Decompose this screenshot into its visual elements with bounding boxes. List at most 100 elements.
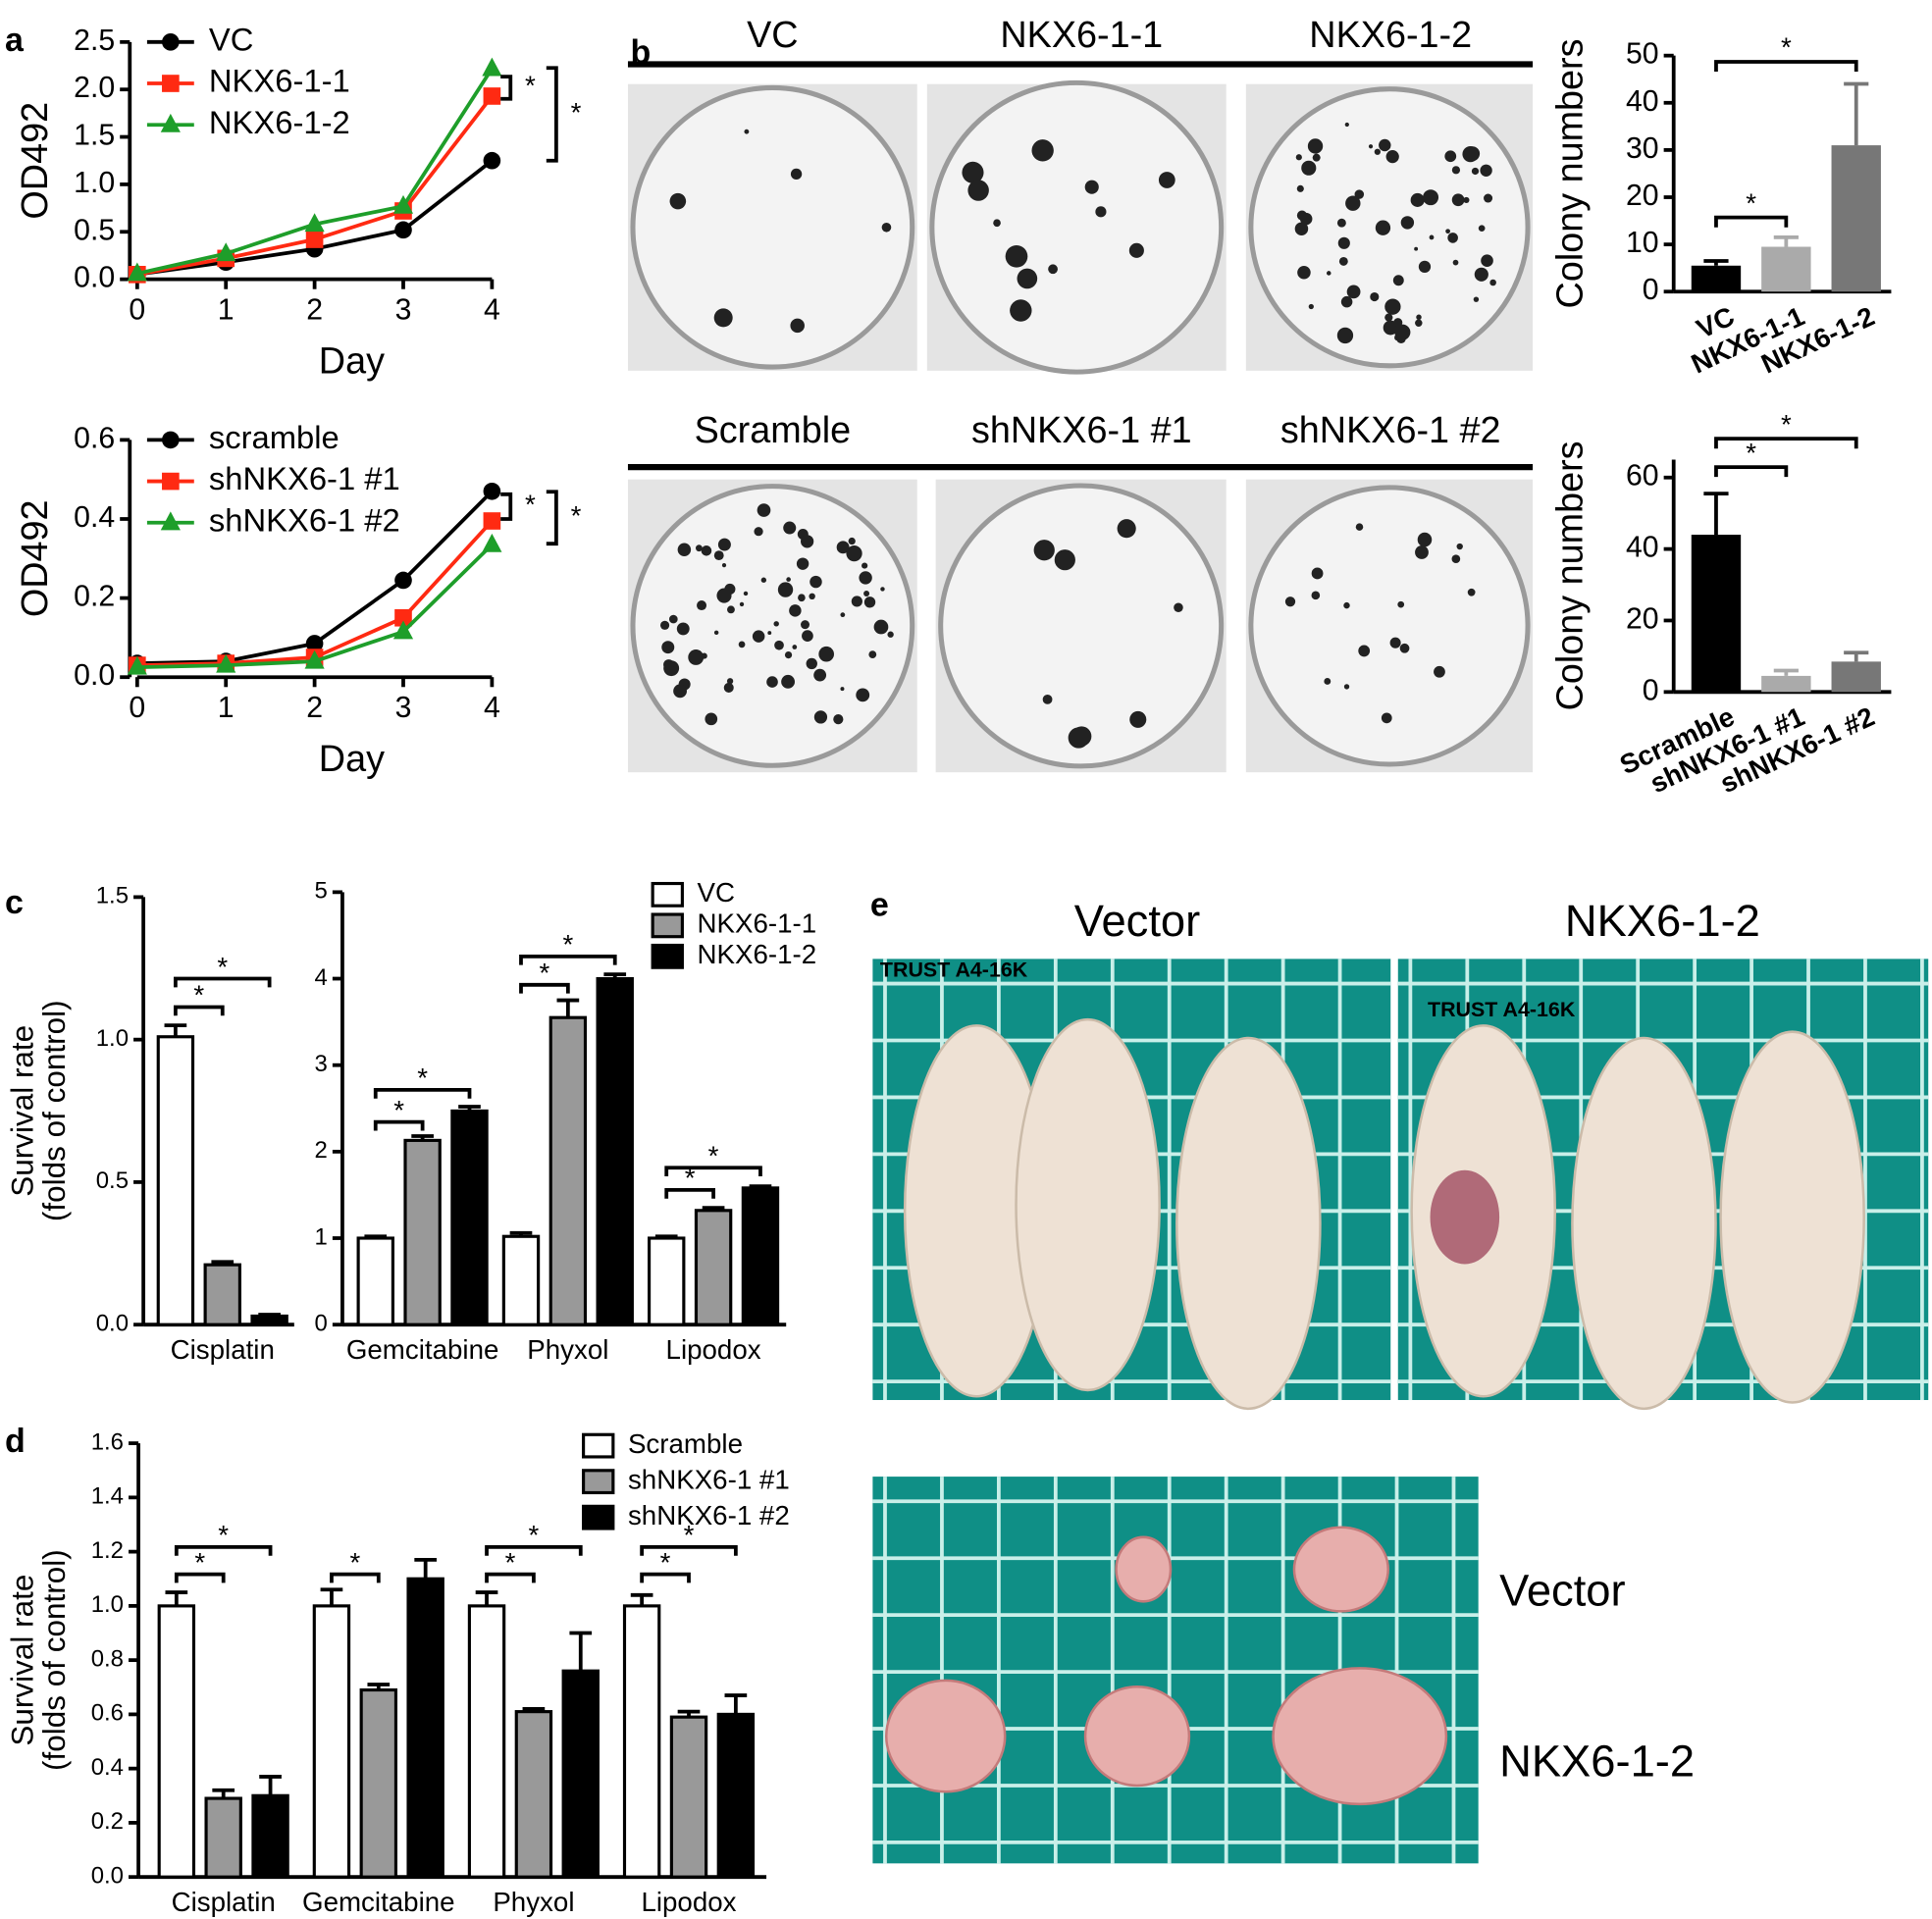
x-tick-label: Phyxol (527, 1334, 608, 1365)
colony (862, 562, 868, 569)
y-tick-label: 1.0 (91, 1591, 124, 1618)
y-axis-label: Colony numbers (1549, 38, 1591, 308)
tumor (1430, 1169, 1500, 1265)
bracket (500, 75, 513, 101)
mouse (1015, 1017, 1161, 1392)
y-tick-label: 0.0 (96, 1311, 129, 1337)
y-axis-label: (folds of control) (36, 1549, 72, 1771)
colony (1311, 591, 1321, 600)
colony (1312, 153, 1321, 162)
colony (1017, 268, 1038, 289)
legend-label: shNKX6-1 #2 (628, 1500, 790, 1530)
bar (356, 1236, 394, 1326)
mouse (1719, 1030, 1865, 1404)
error-bar (1773, 235, 1799, 247)
y-tick-label: 0.6 (91, 1700, 124, 1727)
legend-label: NKX6-1-2 (698, 939, 817, 969)
colony (1048, 264, 1058, 275)
colony (846, 545, 862, 562)
colony (669, 192, 687, 210)
colony (801, 620, 810, 630)
y-tick-label: 1.5 (96, 883, 129, 909)
significance: * (571, 97, 582, 128)
colony (802, 630, 813, 642)
y-tick-label: 0.2 (91, 1808, 124, 1835)
bar (467, 1604, 506, 1879)
colony (1010, 299, 1032, 322)
colony (848, 537, 856, 545)
colony (1434, 665, 1445, 678)
y-tick-label: 1.5 (74, 120, 115, 152)
colony (967, 180, 989, 201)
colony (1414, 246, 1419, 251)
x-tick-label: 2 (306, 692, 323, 724)
marker (127, 655, 147, 675)
colony (1394, 324, 1411, 340)
error-bar (1773, 668, 1799, 676)
colony (1005, 244, 1028, 268)
bracket (546, 490, 558, 546)
colony (887, 631, 894, 638)
colony (1474, 267, 1488, 282)
colony (1384, 298, 1401, 315)
marker (482, 57, 502, 77)
y-tick-label: 0.5 (96, 1167, 129, 1194)
bar (741, 1186, 780, 1326)
significance: * (525, 71, 536, 101)
colony (1399, 643, 1410, 653)
bracket (1714, 60, 1858, 73)
colony (1451, 554, 1461, 564)
marker (304, 213, 325, 233)
colony (1337, 236, 1350, 249)
colony (806, 657, 817, 670)
colony (1473, 296, 1480, 302)
colony (739, 601, 745, 607)
tumor (1292, 1526, 1389, 1613)
colony (1416, 314, 1422, 321)
panel-label: e (870, 886, 889, 923)
significance: * (417, 1063, 428, 1093)
colony (1379, 138, 1391, 152)
colony (1385, 150, 1399, 164)
significance: * (193, 980, 204, 1011)
error-bar (724, 1693, 748, 1715)
error-bar (1844, 650, 1869, 662)
colony (792, 645, 798, 649)
y-tick-label: 0.4 (74, 501, 115, 534)
error-bar (475, 1590, 498, 1606)
colony (1326, 271, 1332, 276)
marker (392, 620, 414, 640)
colony (1343, 601, 1350, 609)
colony (1296, 184, 1304, 192)
bar (156, 1035, 195, 1326)
x-tick-label: Phyxol (493, 1887, 574, 1917)
bracket (640, 1572, 691, 1583)
colony (856, 688, 870, 702)
colony (713, 308, 733, 328)
y-tick-label: 0.2 (74, 581, 115, 613)
colony (1336, 218, 1346, 228)
colony (1423, 189, 1439, 206)
colony (813, 710, 828, 724)
mat-label: TRUST A4-16K (1428, 998, 1576, 1021)
bar (251, 1793, 289, 1879)
bracket (485, 1572, 536, 1583)
colony (1415, 545, 1429, 559)
y-tick-label: 5 (315, 878, 328, 905)
bar (312, 1604, 351, 1879)
bracket (173, 976, 272, 988)
dish-title: shNKX6-1 #2 (1280, 410, 1501, 451)
colony (1375, 220, 1391, 235)
colony (1345, 195, 1361, 211)
colony (727, 605, 735, 614)
x-tick-label: 1 (218, 692, 235, 724)
legend-label: NKX6-1-1 (209, 63, 350, 99)
photo-title: NKX6-1-2 (1565, 896, 1760, 946)
x-tick-label: Gemcitabine (346, 1334, 499, 1365)
tumor (1272, 1667, 1448, 1806)
colony (760, 577, 767, 583)
colony (661, 641, 675, 654)
bracket (664, 1188, 715, 1199)
significance: * (505, 1547, 516, 1578)
colony (1336, 327, 1354, 344)
